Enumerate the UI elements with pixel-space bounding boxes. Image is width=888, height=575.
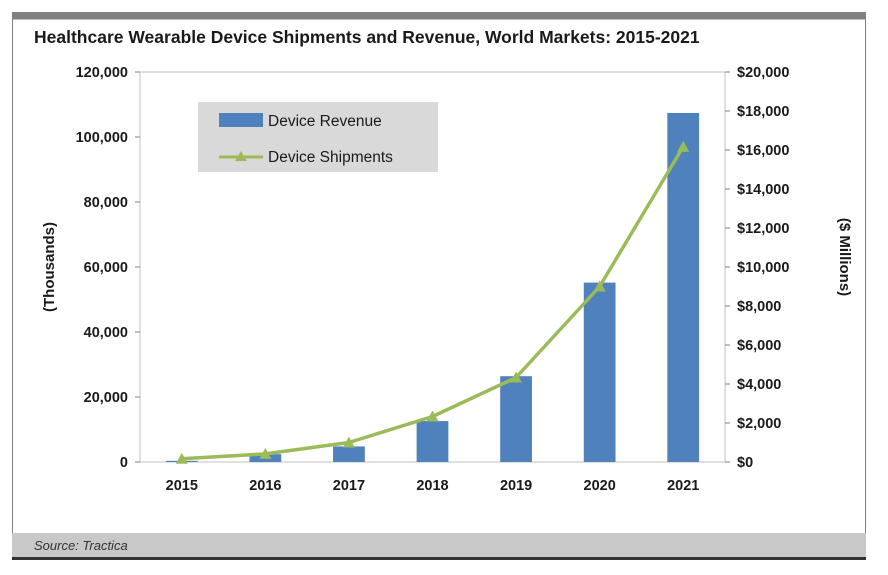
revenue-bar — [333, 446, 365, 462]
x-tick-label: 2020 — [584, 478, 616, 494]
footer-bottom-rule — [12, 557, 866, 560]
revenue-bar — [583, 282, 616, 462]
x-tick-label: 2021 — [667, 478, 699, 494]
chart-frame: Healthcare Wearable Device Shipments and… — [12, 0, 866, 560]
legend-marker-shipments — [235, 151, 247, 161]
left-axis-label: (Thousands) — [41, 222, 58, 312]
left-tick-label: 0 — [120, 455, 128, 471]
left-tick-label: 20,000 — [84, 390, 128, 406]
left-axis-ticks: 0 20,000 40,000 60,000 80,000 100,000 120,000 — [76, 65, 140, 471]
legend-label-shipments: Device Shipments — [268, 149, 393, 166]
revenue-bar — [416, 421, 449, 462]
left-tick-label: 60,000 — [84, 260, 128, 276]
right-axis-label: ($ Millions) — [836, 218, 853, 296]
top-border-bar — [12, 12, 866, 19]
left-tick-label: 100,000 — [76, 130, 128, 146]
shipments-point — [259, 447, 272, 459]
right-tick-label: $20,000 — [737, 65, 789, 81]
right-tick-label: $16,000 — [737, 143, 789, 159]
shipments-point — [510, 371, 523, 383]
footer-band — [12, 533, 866, 557]
shipments-point — [677, 140, 690, 152]
chart: Healthcare Wearable Device Shipments and… — [12, 12, 866, 560]
revenue-bar — [667, 112, 700, 462]
source-note: Source: Tractica — [34, 538, 128, 553]
right-tick-label: $4,000 — [737, 377, 781, 393]
right-tick-label: $8,000 — [737, 299, 781, 315]
x-tick-label: 2019 — [500, 478, 532, 494]
revenue-bars — [165, 112, 700, 462]
left-tick-label: 80,000 — [84, 195, 128, 211]
x-tick-label: 2016 — [249, 478, 281, 494]
x-tick-label: 2015 — [166, 478, 198, 494]
legend-swatch-revenue — [219, 113, 263, 127]
x-axis-ticks: 2015 2016 2017 2018 2019 2020 2021 — [166, 478, 700, 494]
x-tick-label: 2017 — [333, 478, 365, 494]
right-tick-label: $12,000 — [737, 221, 789, 237]
right-axis-ticks: $0 $2,000 $4,000 $6,000 $8,000 $10,000 $12,000… — [725, 65, 789, 471]
chart-title: Healthcare Wearable Device Shipments and… — [34, 27, 700, 47]
shipments-point — [175, 452, 188, 464]
x-tick-label: 2018 — [416, 478, 448, 494]
right-tick-label: $6,000 — [737, 338, 781, 354]
legend: Device Revenue Device Shipments — [198, 102, 438, 172]
right-tick-label: $14,000 — [737, 182, 789, 198]
revenue-bar — [500, 376, 532, 462]
right-tick-label: $18,000 — [737, 104, 789, 120]
shipments-point — [342, 436, 355, 448]
shipments-line — [175, 140, 690, 464]
left-tick-label: 120,000 — [76, 65, 128, 81]
left-tick-label: 40,000 — [84, 325, 128, 341]
right-tick-label: $2,000 — [737, 416, 781, 432]
legend-label-revenue: Device Revenue — [268, 113, 382, 130]
right-tick-label: $10,000 — [737, 260, 789, 276]
shipments-point — [426, 410, 439, 422]
shipments-point — [593, 280, 606, 292]
right-tick-label: $0 — [737, 455, 753, 471]
chart-border — [12, 18, 866, 560]
